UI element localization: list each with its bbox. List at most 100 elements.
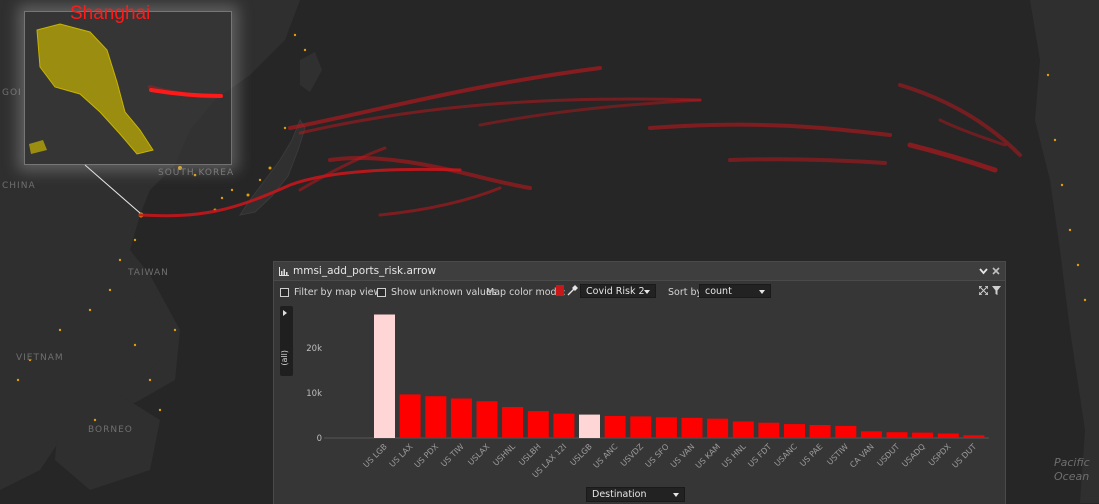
bar[interactable] — [937, 433, 959, 439]
chevron-down-icon — [759, 290, 765, 294]
bar[interactable] — [758, 422, 780, 438]
bar[interactable] — [450, 398, 472, 439]
panel-title: mmsi_add_ports_risk.arrow — [293, 265, 437, 277]
shipping-routes — [138, 66, 1022, 218]
x-tick-label: US DUT — [950, 442, 978, 470]
bar[interactable] — [809, 425, 831, 438]
x-tick-label: US LAX — [388, 442, 415, 469]
filter-icon[interactable] — [992, 286, 1001, 295]
show-unknown-values-checkbox[interactable]: Show unknown values — [377, 287, 497, 298]
inset-connector — [84, 164, 141, 214]
bar[interactable] — [399, 394, 421, 438]
x-tick-label: US TIW — [439, 442, 466, 469]
bar[interactable] — [860, 431, 882, 438]
x-tick-label: USVDZ — [619, 442, 646, 469]
x-tick-label: USHNL — [491, 442, 517, 468]
bar[interactable] — [912, 432, 934, 438]
sort-by-value: count — [705, 286, 732, 297]
label-pacific: Pacific — [1054, 456, 1090, 469]
x-tick-label: USLAX — [466, 442, 491, 467]
x-tick-label: US PAE — [798, 442, 824, 468]
north-america — [1030, 0, 1099, 503]
x-tick-label: US SFO — [644, 442, 671, 469]
bar[interactable] — [886, 432, 908, 438]
x-tick-label: US VAN — [669, 442, 697, 470]
label-china: CHINA — [2, 181, 36, 191]
sort-by-label: Sort by: — [668, 287, 705, 298]
label-taiwan: TAIWAN — [128, 268, 169, 278]
y-tick-label: 10k — [306, 389, 322, 399]
bar[interactable] — [476, 401, 498, 438]
y-tick-label: 20k — [306, 344, 322, 354]
x-tick-label: US FDT — [746, 442, 773, 469]
bar[interactable] — [835, 425, 857, 438]
bar[interactable] — [732, 421, 754, 438]
x-tick-label: US ANC — [592, 442, 620, 470]
japan-islands — [238, 118, 306, 216]
eyedropper-icon[interactable] — [567, 285, 578, 296]
chevron-down-icon — [644, 290, 650, 294]
x-tick-label: US PDX — [413, 442, 441, 470]
y-tick-label: 0 — [317, 434, 322, 444]
x-tick-label: USLGB — [568, 442, 594, 468]
inset-route — [149, 88, 223, 98]
label-ocean: Ocean — [1054, 470, 1090, 483]
bar[interactable] — [707, 418, 729, 438]
chevron-down-icon[interactable] — [979, 267, 988, 275]
color-swatch[interactable] — [556, 285, 564, 296]
x-tick-label: US KAM — [694, 442, 722, 470]
close-icon[interactable] — [992, 267, 1000, 275]
label-borneo: BORNEO — [88, 425, 133, 435]
map-color-mode-select[interactable]: Covid Risk 2 — [580, 284, 656, 298]
x-tick-label: US HNL — [720, 442, 748, 470]
x-tick-label: USDUT — [875, 442, 901, 468]
bar[interactable] — [579, 414, 600, 438]
borneo-island — [55, 395, 160, 490]
inset-map[interactable] — [24, 11, 232, 165]
shanghai-region-small — [29, 140, 47, 154]
map-color-mode-value: Covid Risk 2 — [586, 286, 645, 297]
side-tab[interactable]: (all) — [280, 306, 293, 376]
bar[interactable] — [630, 416, 652, 438]
bar[interactable] — [963, 435, 985, 438]
x-tick-label: USADQ — [900, 442, 927, 469]
bar[interactable] — [502, 407, 524, 438]
bar[interactable] — [425, 396, 447, 438]
label-vietnam: VIETNAM — [16, 353, 64, 363]
show-unknown-values-label: Show unknown values — [391, 287, 497, 298]
histogram-panel: mmsi_add_ports_risk.arrow Filter by map … — [273, 261, 1006, 504]
filter-by-map-view-label: Filter by map view — [294, 287, 382, 298]
bar[interactable] — [784, 424, 805, 438]
expand-icon[interactable] — [979, 286, 988, 295]
filter-by-map-view-checkbox[interactable]: Filter by map view — [280, 287, 381, 298]
chevron-down-icon — [673, 493, 679, 497]
hokkaido — [300, 52, 322, 92]
bar[interactable] — [604, 416, 626, 438]
shanghai-region — [36, 23, 154, 155]
x-tick-label: CA VAN — [848, 442, 876, 470]
destination-select[interactable]: Destination — [586, 487, 685, 502]
bar-chart-icon — [279, 266, 289, 276]
x-tick-label: USLBH — [517, 442, 542, 467]
show-unknown-values-box[interactable] — [377, 288, 386, 297]
chevron-right-icon[interactable] — [283, 310, 287, 316]
filter-by-map-view-box[interactable] — [280, 288, 289, 297]
inset-title: Shanghai — [70, 3, 151, 24]
philippines — [128, 290, 165, 380]
panel-toolbar: Filter by map view Show unknown values M… — [274, 284, 1005, 302]
x-tick-label: USTIW — [825, 442, 850, 467]
label-goi: GOI — [2, 88, 22, 98]
label-south-korea: SOUTH KOREA — [158, 168, 235, 178]
bar[interactable] — [655, 417, 677, 438]
x-tick-label: US LGB — [362, 442, 389, 469]
bar[interactable] — [527, 411, 549, 438]
bar[interactable] — [374, 314, 395, 439]
sort-by-select[interactable]: count — [699, 284, 771, 298]
x-tick-label: USANC — [773, 442, 800, 469]
x-tick-label: USPDX — [927, 442, 953, 468]
destination-select-value: Destination — [592, 489, 647, 500]
bar[interactable] — [681, 417, 703, 438]
bar[interactable] — [553, 413, 575, 438]
panel-header: mmsi_add_ports_risk.arrow — [274, 262, 1005, 281]
